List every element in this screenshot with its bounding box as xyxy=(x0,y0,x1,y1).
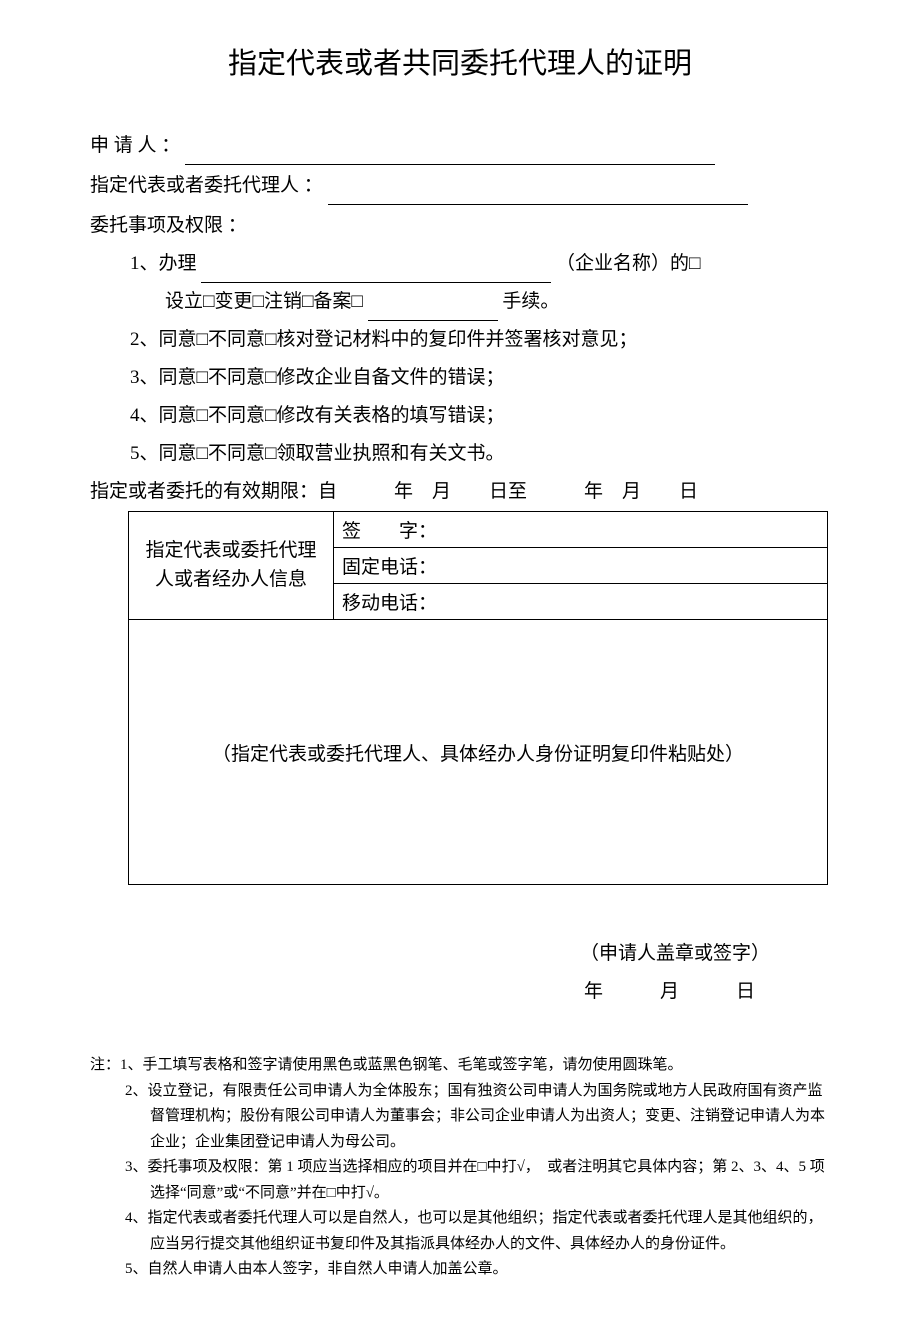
item1-sub-text: 设立□变更□注销□备案□ xyxy=(165,291,363,312)
applicant-underline[interactable] xyxy=(185,164,715,165)
mobile-cell[interactable]: 移动电话： xyxy=(334,584,828,620)
scope-label: 委托事项及权限 ： xyxy=(90,207,830,245)
landline-cell[interactable]: 固定电话： xyxy=(334,548,828,584)
notes-prefix: 注： xyxy=(90,1057,120,1073)
note1-text: 1、手工填写表格和签字请使用黑色或蓝黑色钢笔、毛笔或签字笔，请勿使用圆珠笔。 xyxy=(120,1057,683,1073)
item1-prefix: 1、办理 xyxy=(130,253,197,274)
signature-cell[interactable]: 签 字： xyxy=(334,512,828,548)
scope-list: 1、办理 （企业名称）的□ 设立□变更□注销□备案□ 手续。 2、同意□不同意□… xyxy=(90,245,830,473)
item-2: 2、同意□不同意□核对登记材料中的复印件并签署核对意见； xyxy=(120,321,830,359)
agent-underline[interactable] xyxy=(328,204,748,205)
signature-section: （申请人盖章或签字） 年 月 日 xyxy=(90,935,830,1011)
note-5: 5、自然人申请人由本人签字，非自然人申请人加盖公章。 xyxy=(90,1257,830,1283)
info-label-cell: 指定代表或委托代理人或者经办人信息 xyxy=(129,512,334,620)
notes-section: 注：1、手工填写表格和签字请使用黑色或蓝黑色钢笔、毛笔或签字笔，请勿使用圆珠笔。… xyxy=(90,1053,830,1283)
info-table: 指定代表或委托代理人或者经办人信息 签 字： 固定电话： 移动电话： （指定代表… xyxy=(128,511,828,885)
note-1: 注：1、手工填写表格和签字请使用黑色或蓝黑色钢笔、毛笔或签字笔，请勿使用圆珠笔。 xyxy=(90,1053,830,1079)
item-1: 1、办理 （企业名称）的□ xyxy=(120,245,830,283)
note-3: 3、委托事项及权限：第 1 项应当选择相应的项目并在□中打√， 或者注明其它具体… xyxy=(90,1155,830,1206)
note-2: 2、设立登记，有限责任公司申请人为全体股东；国有独资公司申请人为国务院或地方人民… xyxy=(90,1079,830,1156)
applicant-field: 申 请 人 ： xyxy=(90,127,830,165)
seal-label: （申请人盖章或签字） xyxy=(90,935,770,973)
id-paste-area: （指定代表或委托代理人、具体经办人身份证明复印件粘贴处） xyxy=(129,620,828,885)
document-title: 指定代表或者共同委托代理人的证明 xyxy=(90,40,830,82)
item1-sub-suffix: 手续。 xyxy=(502,291,559,312)
item-3: 3、同意□不同意□修改企业自备文件的错误； xyxy=(120,359,830,397)
item-4: 4、同意□不同意□修改有关表格的填写错误； xyxy=(120,397,830,435)
item-1-sub: 设立□变更□注销□备案□ 手续。 xyxy=(120,283,830,321)
item1-suffix: （企业名称）的□ xyxy=(556,253,700,274)
validity-period: 指定或者委托的有效期限：自 年 月 日至 年 月 日 xyxy=(90,473,830,511)
item-5: 5、同意□不同意□领取营业执照和有关文书。 xyxy=(120,435,830,473)
date-label: 年 月 日 xyxy=(90,973,770,1011)
applicant-label: 申 请 人 ： xyxy=(90,135,180,156)
note-4: 4、指定代表或者委托代理人可以是自然人，也可以是其他组织；指定代表或者委托代理人… xyxy=(90,1206,830,1257)
agent-label: 指定代表或者委托代理人 ： xyxy=(90,175,323,196)
agent-field: 指定代表或者委托代理人 ： xyxy=(90,167,830,205)
